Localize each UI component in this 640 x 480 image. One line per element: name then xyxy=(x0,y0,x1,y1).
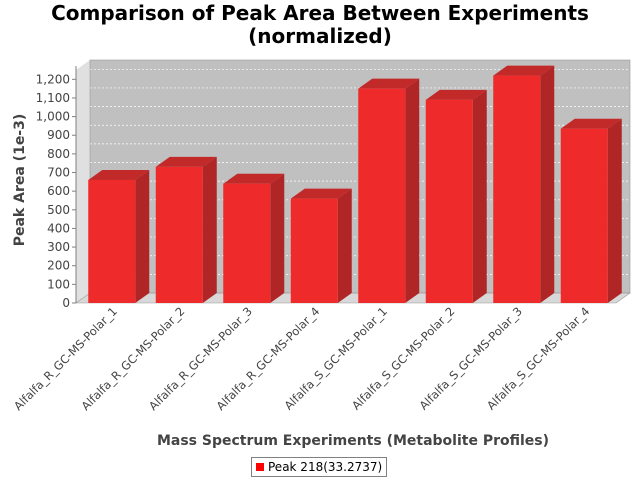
bar-side xyxy=(202,156,217,303)
bar xyxy=(493,65,555,303)
y-tick-label: 900 xyxy=(47,128,70,142)
y-tick-label: 800 xyxy=(47,147,70,161)
legend-swatch xyxy=(256,463,264,471)
bar-top xyxy=(358,78,420,89)
bar-side xyxy=(540,65,555,303)
chart-title-line-2: (normalized) xyxy=(248,24,392,48)
y-tick-label: 100 xyxy=(47,277,70,291)
bar-front xyxy=(493,75,541,303)
x-axis: Alfalfa_R_GC-MS-Polar_1Alfalfa_R_GC-MS-P… xyxy=(11,304,592,413)
bars xyxy=(88,65,622,303)
bar-front xyxy=(358,88,406,303)
bar-side xyxy=(337,188,352,303)
bar-side xyxy=(405,78,420,303)
bar-side xyxy=(607,118,622,303)
y-tick-label: 1,000 xyxy=(36,110,70,124)
y-tick-label: 0 xyxy=(62,296,70,310)
bar-front xyxy=(425,99,473,303)
bar-side xyxy=(270,173,285,303)
bar xyxy=(425,89,487,303)
bar-front xyxy=(223,183,271,303)
bar-top xyxy=(425,89,487,100)
bar-top xyxy=(88,169,150,180)
bar-top xyxy=(560,118,622,129)
bar-front xyxy=(290,198,338,303)
bar-side xyxy=(135,169,150,303)
y-tick-label: 200 xyxy=(47,259,70,273)
legend-label: Peak 218(33.2737) xyxy=(268,460,383,474)
y-axis-label: Peak Area (1e-3) xyxy=(12,114,28,247)
y-tick-label: 400 xyxy=(47,221,70,235)
left-wall xyxy=(76,60,90,303)
y-axis: 0 100 200 300 400 500 600 700 800 900 1,000 1,100 1,… xyxy=(36,66,77,310)
bar xyxy=(560,118,622,303)
y-tick-label: 700 xyxy=(47,166,70,180)
y-tick-label: 500 xyxy=(47,203,70,217)
y-tick-label: 300 xyxy=(47,240,70,254)
chart-title-line-1: Comparison of Peak Area Between Experime… xyxy=(51,1,589,25)
y-tick-label: 600 xyxy=(47,184,70,198)
bar xyxy=(290,188,352,303)
bar-top xyxy=(223,173,285,184)
bar xyxy=(358,78,420,303)
bar-top xyxy=(290,188,352,199)
bar xyxy=(88,169,150,303)
bar-front xyxy=(88,179,136,303)
bar-top xyxy=(493,65,555,76)
x-axis-label: Mass Spectrum Experiments (Metabolite Pr… xyxy=(157,433,549,449)
bar-side xyxy=(472,89,487,303)
chart-title: Comparison of Peak Area Between Experime… xyxy=(0,2,640,48)
legend: Peak 218(33.2737) xyxy=(251,457,388,477)
bar-top xyxy=(155,156,217,167)
y-tick-label: 1,200 xyxy=(36,72,70,86)
y-tick-label: 1,100 xyxy=(36,91,70,105)
bar-front xyxy=(155,166,203,303)
bar xyxy=(223,173,285,303)
bar xyxy=(155,156,217,303)
bar-front xyxy=(560,128,608,303)
